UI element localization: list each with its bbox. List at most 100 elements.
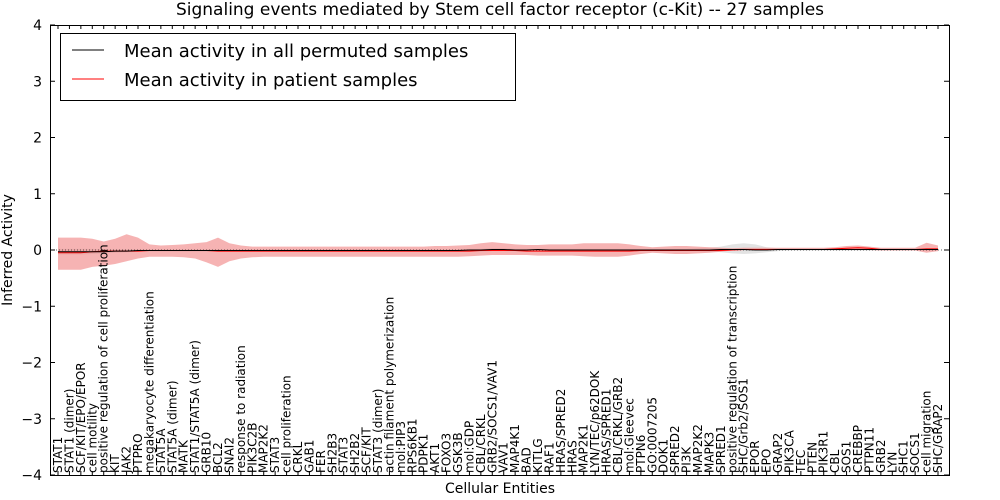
x-category-label: SHC1 bbox=[897, 440, 911, 473]
x-category-label: positive regulation of transcription bbox=[725, 266, 739, 473]
x-category-label: EPO bbox=[760, 449, 774, 473]
x-category-label: CBL/CRKL bbox=[474, 414, 488, 473]
band-patient bbox=[58, 234, 938, 270]
y-tick-label: 3 bbox=[33, 74, 42, 90]
x-category-label: megakaryocyte differentiation bbox=[142, 291, 156, 473]
x-category-label: HRAS/SPRED1 bbox=[600, 389, 614, 473]
x-category-label: STAT1/STAT5A (dimer) bbox=[188, 340, 202, 473]
x-category-label: cell motility bbox=[85, 403, 99, 473]
x-category-label: PDPK1 bbox=[417, 434, 431, 473]
x-category-label: MAP4K1 bbox=[508, 424, 522, 473]
x-category-label: RAF1 bbox=[542, 442, 556, 473]
x-category-label: SHC/Grb2/SOS1 bbox=[737, 378, 751, 473]
x-category-label: SHC/GRAP2 bbox=[931, 404, 945, 473]
x-category-label: GRB2/SOCS1/VAV1 bbox=[485, 360, 499, 473]
x-category-label: TEC bbox=[794, 450, 808, 474]
x-category-label: CRKL bbox=[291, 441, 305, 473]
x-category-label: positive regulation of cell proliferatio… bbox=[97, 244, 111, 473]
x-category-label: JAK2 bbox=[120, 446, 134, 474]
axis-layer: −4 −3 −2 −1 0 1 2 3 4 bbox=[21, 18, 949, 484]
y-tick-label: 1 bbox=[33, 187, 42, 203]
x-category-label: SPRED2 bbox=[668, 425, 682, 473]
plot-layer bbox=[50, 234, 949, 270]
x-category-label: GAB1 bbox=[302, 440, 316, 473]
x-category-label: response to radiation bbox=[234, 345, 248, 473]
y-tick-label: −3 bbox=[21, 412, 42, 428]
x-category-label: mol:PIP3 bbox=[394, 421, 408, 473]
x-category-label: actin filament polymerization bbox=[382, 297, 396, 473]
legend-label-patient: Mean activity in patient samples bbox=[124, 70, 418, 91]
x-category-label: MAP2K2 bbox=[691, 424, 705, 473]
x-axis-label: Cellular Entities bbox=[445, 481, 555, 497]
x-category-label: GRB2 bbox=[874, 439, 888, 473]
x-category-label: cell proliferation bbox=[280, 375, 294, 473]
x-category-label: RPS6KB1 bbox=[405, 418, 419, 473]
x-category-label: MAP2K1 bbox=[577, 424, 591, 473]
x-category-label: AKT1 bbox=[428, 443, 442, 473]
y-axis-label: Inferred Activity bbox=[0, 194, 16, 306]
x-category-label: PIK3CA bbox=[782, 429, 796, 473]
x-category-label: KITLG bbox=[531, 438, 545, 473]
x-category-label: EPOR bbox=[748, 440, 762, 473]
legend-label-permuted: Mean activity in all permuted samples bbox=[124, 41, 468, 62]
x-category-label: PI3K bbox=[680, 446, 694, 473]
x-category-label: PIK3C2B bbox=[245, 422, 259, 473]
x-category-label: PTEN bbox=[805, 442, 819, 473]
x-category-label: SCF/KIT bbox=[360, 427, 374, 473]
x-category-label: GRAP2 bbox=[771, 433, 785, 473]
x-category-label: LYN bbox=[885, 452, 899, 473]
x-category-label: FOXO3 bbox=[440, 433, 454, 473]
x-category-label: BCL2 bbox=[211, 442, 225, 473]
y-tick-label: −2 bbox=[21, 356, 42, 372]
x-category-label: cell migration bbox=[920, 391, 934, 473]
x-category-label: GSK3B bbox=[451, 432, 465, 473]
x-category-label: mol:GDP bbox=[462, 421, 476, 473]
x-category-label: CBL/CRKL/GRB2 bbox=[611, 377, 625, 473]
x-category-label: CREBBP bbox=[851, 425, 865, 473]
x-category-label: SCF/KIT/EPO/EPOR bbox=[74, 362, 88, 473]
x-category-label: PTPN6 bbox=[634, 435, 648, 473]
x-category-label: STAT3 (dimer) bbox=[371, 389, 385, 473]
x-category-label: HRAS bbox=[565, 440, 579, 473]
x-category-label: PTPRO bbox=[131, 433, 145, 473]
y-tick-label: −4 bbox=[21, 468, 42, 484]
y-tick-label: 4 bbox=[33, 18, 42, 34]
x-category-label: BAD bbox=[520, 447, 534, 473]
x-category-label: MAPK3 bbox=[702, 432, 716, 473]
x-category-label: STAT3 bbox=[268, 437, 282, 473]
x-category-label: HRAS/SPRED2 bbox=[554, 389, 568, 473]
x-category-label: STAT5A bbox=[154, 428, 168, 473]
x-category-label: mol:Gleevec bbox=[622, 398, 636, 473]
x-category-label: KIT bbox=[108, 454, 122, 473]
legend-box bbox=[60, 33, 516, 101]
x-category-label: FER bbox=[314, 450, 328, 473]
y-tick-label: 2 bbox=[33, 131, 42, 147]
y-tick-label: 0 bbox=[33, 243, 42, 259]
x-category-label: LYN/TEC/p62DOK bbox=[588, 370, 602, 473]
x-category-label: GRB10 bbox=[200, 432, 214, 473]
chart-title: Signaling events mediated by Stem cell f… bbox=[176, 0, 824, 20]
x-category-label: GO:0007205 bbox=[645, 397, 659, 473]
x-category-label: VAV1 bbox=[497, 442, 511, 473]
x-category-label: STAT1 bbox=[51, 437, 65, 473]
x-category-label: SOCS1 bbox=[908, 432, 922, 473]
legend: Mean activity in all permuted samples Me… bbox=[60, 33, 516, 101]
x-category-label: STAT5A (dimer) bbox=[165, 380, 179, 473]
x-category-label: CBL bbox=[828, 449, 842, 473]
x-category-label: MATK bbox=[177, 439, 191, 473]
x-category-label: STAT3 bbox=[337, 437, 351, 473]
line-permuted-mean bbox=[58, 248, 938, 253]
x-category-label: STAT1 (dimer) bbox=[62, 389, 76, 473]
x-category-label: SPRED1 bbox=[714, 425, 728, 473]
x-category-label: DOK1 bbox=[657, 439, 671, 473]
x-category-label: PTPN11 bbox=[862, 427, 876, 473]
x-category-label: SH2B2 bbox=[348, 433, 362, 473]
x-category-label: SH2B3 bbox=[325, 433, 339, 473]
x-category-label: SOS1 bbox=[840, 441, 854, 473]
y-tick-label: −1 bbox=[21, 299, 42, 315]
x-category-label: PIK3R1 bbox=[817, 431, 831, 473]
x-category-label: MAP2K2 bbox=[257, 424, 271, 473]
x-category-label: SNAI2 bbox=[222, 437, 236, 473]
